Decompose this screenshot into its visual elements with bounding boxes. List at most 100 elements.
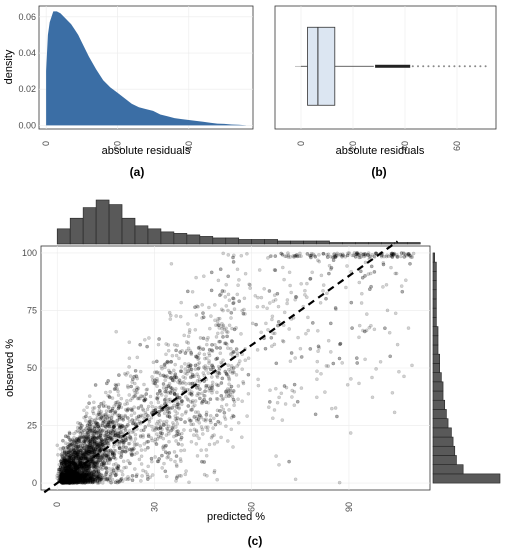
scatter-point [66,470,70,475]
scatter-point [180,443,184,447]
scatter-point [105,440,109,445]
scatter-point [76,480,81,484]
scatter-point [81,478,86,482]
scatter-point [134,474,139,478]
scatter-point [231,349,235,354]
scatter-point [326,364,330,368]
scatter-point [61,456,66,461]
scatter-point [180,349,184,353]
scatter-point [220,397,224,402]
scatter-point [393,311,398,316]
scatter-point [74,475,78,479]
scatter-point [150,473,155,477]
scatter-point [92,466,96,471]
scatter-point [76,472,81,476]
scatter-point [195,414,200,419]
scatter-point [282,384,287,388]
scatter-point [218,267,223,271]
scatter-point [178,380,183,385]
outlier-point [484,65,487,68]
scatter-point [100,444,104,448]
outlier-point [437,65,440,68]
scatter-point [287,270,292,275]
scatter-point [207,359,211,363]
scatter-point [384,254,389,259]
scatter-point [180,399,184,403]
scatter-point [107,405,111,409]
scatter-point [66,478,71,482]
scatter-point [154,422,159,426]
scatter-point [68,476,73,480]
scatter-point [108,430,113,435]
y-tick-label: 25 [27,421,37,431]
scatter-point [167,414,172,419]
scatter-point [175,402,180,407]
scatter-point [210,383,214,388]
scatter-point [256,295,260,300]
scatter-point [112,444,116,449]
scatter-point [90,450,95,455]
density-area [46,11,246,126]
scatter-point [201,347,206,351]
panel-b-ticks: 0 20 40 60 [296,141,462,151]
scatter-point [126,416,130,420]
panel-b-x-axis-label: absolute residuals [336,145,425,157]
scatter-point [395,255,400,259]
scatter-point [67,468,72,472]
scatter-point [345,264,349,268]
scatter-point [183,362,187,366]
scatter-point [60,478,64,482]
scatter-point [123,450,128,454]
scatter-point [175,464,179,469]
scatter-point [106,454,110,458]
top-histogram-bar [368,242,382,245]
scatter-point [136,396,141,400]
scatter-point [91,420,96,425]
scatter-point [78,459,82,463]
scatter-point [389,265,393,270]
scatter-point [290,395,294,399]
scatter-point [64,464,69,468]
scatter-point [286,253,291,257]
scatter-point [102,439,107,443]
scatter-point [99,453,103,457]
scatter-point [81,468,86,473]
scatter-point [400,289,405,294]
scatter-point [344,285,348,290]
scatter-point [166,384,171,388]
scatter-point [175,422,180,426]
scatter-point [223,370,228,374]
scatter-point [208,326,212,331]
scatter-point [196,353,200,357]
scatter-point [206,365,210,370]
scatter-point [89,429,94,433]
scatter-point [169,313,173,318]
scatter-point [94,428,99,433]
right-histogram-bar [432,372,442,383]
scatter-point [75,454,80,459]
scatter-point [88,456,93,460]
scatter-point [63,467,67,471]
scatter-point [90,472,94,476]
scatter-point [315,359,320,364]
scatter-point [372,254,376,259]
scatter-point [101,463,106,468]
scatter-point [116,393,121,397]
scatter-point [67,466,71,471]
scatter-point [169,360,173,364]
scatter-point [70,473,75,477]
scatter-point [65,455,69,459]
scatter-point [107,424,112,429]
scatter-point [372,270,377,274]
scatter-point [110,438,114,442]
scatter-point [178,395,182,400]
scatter-point [90,437,95,441]
scatter-point [204,413,209,417]
scatter-point [66,459,70,463]
scatter-point [62,479,66,483]
right-histogram-bar [432,436,454,447]
scatter-point [68,470,72,474]
scatter-point [186,369,190,373]
scatter-point [145,387,150,392]
scatter-point [72,480,76,485]
